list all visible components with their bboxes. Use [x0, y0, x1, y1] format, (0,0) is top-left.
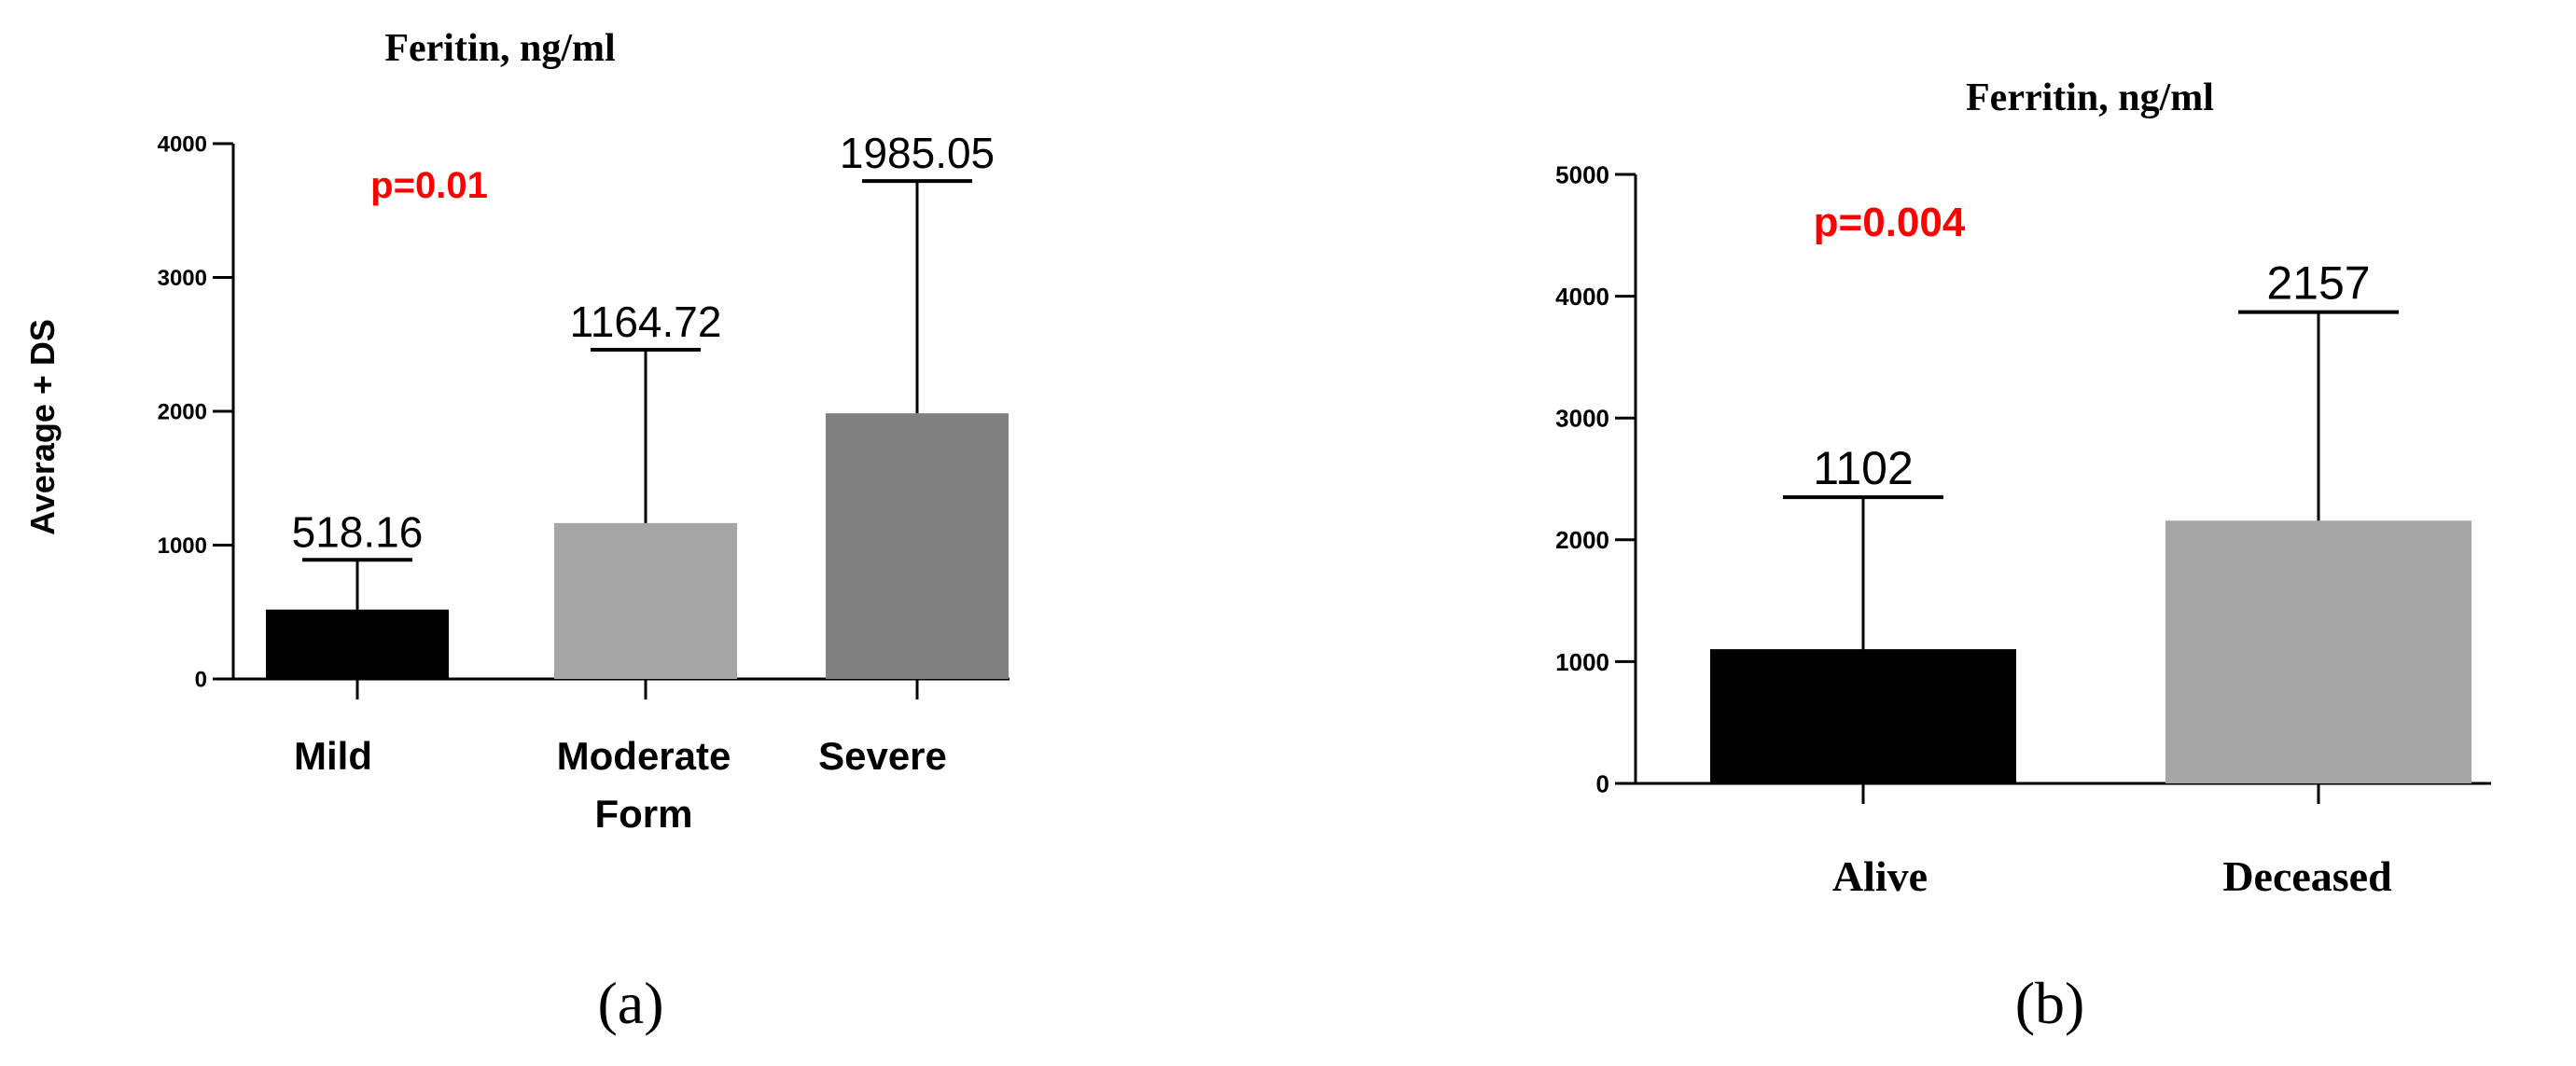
- panel-a-y-tick-label: 1000: [158, 533, 207, 559]
- panel-a-category-label: Form: [595, 792, 693, 836]
- panel-a: Feritin, ng/ml Average + DS p=0.01 0 1000…: [23, 27, 1010, 1036]
- panel-b: Ferritin, ng/ml p=0.004 0 1000 2000 3000 400…: [1555, 76, 2491, 1036]
- panel-b-bar-1: [1710, 649, 2016, 783]
- panel-b-y-tick-label: 1000: [1555, 648, 1609, 676]
- panel-b-caption: (b): [2015, 970, 2085, 1036]
- panel-b-y-tick-label: 3000: [1555, 405, 1609, 433]
- panel-b-bar-2: [2165, 520, 2472, 783]
- panel-a-bar-3: [826, 413, 1009, 679]
- panel-a-category-label: Moderate: [557, 734, 731, 778]
- panel-a-plot-area: 0 1000 2000 3000 4000 518.16 Mild 1164.72 Modera…: [158, 129, 1010, 836]
- panel-b-value-label: 1102: [1813, 442, 1914, 494]
- panel-a-category-label: Mild: [294, 734, 372, 778]
- panel-a-p-value: p=0.01: [370, 165, 488, 206]
- panel-a-caption: (a): [597, 970, 663, 1036]
- panel-a-title: Feritin, ng/ml: [384, 27, 615, 70]
- panel-b-plot-area: 0 1000 2000 3000 4000 5000 1102 Alive 2157 Deceas…: [1555, 160, 2491, 900]
- panel-b-title: Ferritin, ng/ml: [1966, 76, 2214, 119]
- panel-a-value-label: 1985.05: [840, 129, 995, 177]
- panel-a-value-label: 518.16: [292, 507, 424, 556]
- panel-b-category-label: Deceased: [2222, 852, 2392, 900]
- panel-a-y-tick-label: 3000: [158, 266, 207, 291]
- panel-a-y-tick-label: 2000: [158, 400, 207, 425]
- panel-b-y-tick-label: 0: [1596, 769, 1609, 797]
- panel-b-y-tick-label: 2000: [1555, 526, 1609, 554]
- panel-a-value-label: 1164.72: [570, 298, 722, 346]
- panel-b-y-tick-label: 5000: [1555, 160, 1609, 188]
- panel-b-p-value: p=0.004: [1814, 200, 1966, 245]
- panel-b-value-label: 2157: [2266, 257, 2370, 310]
- panel-a-bar-1: [266, 609, 449, 679]
- panel-a-y-tick-label: 0: [195, 668, 207, 693]
- panel-a-bar-2: [554, 522, 737, 679]
- panel-a-category-label: Severe: [818, 734, 947, 778]
- panel-b-category-label: Alive: [1832, 852, 1928, 900]
- panel-a-y-tick-label: 4000: [158, 132, 207, 158]
- panel-b-y-tick-label: 4000: [1555, 283, 1609, 311]
- panel-a-y-axis-label: Average + DS: [23, 319, 62, 535]
